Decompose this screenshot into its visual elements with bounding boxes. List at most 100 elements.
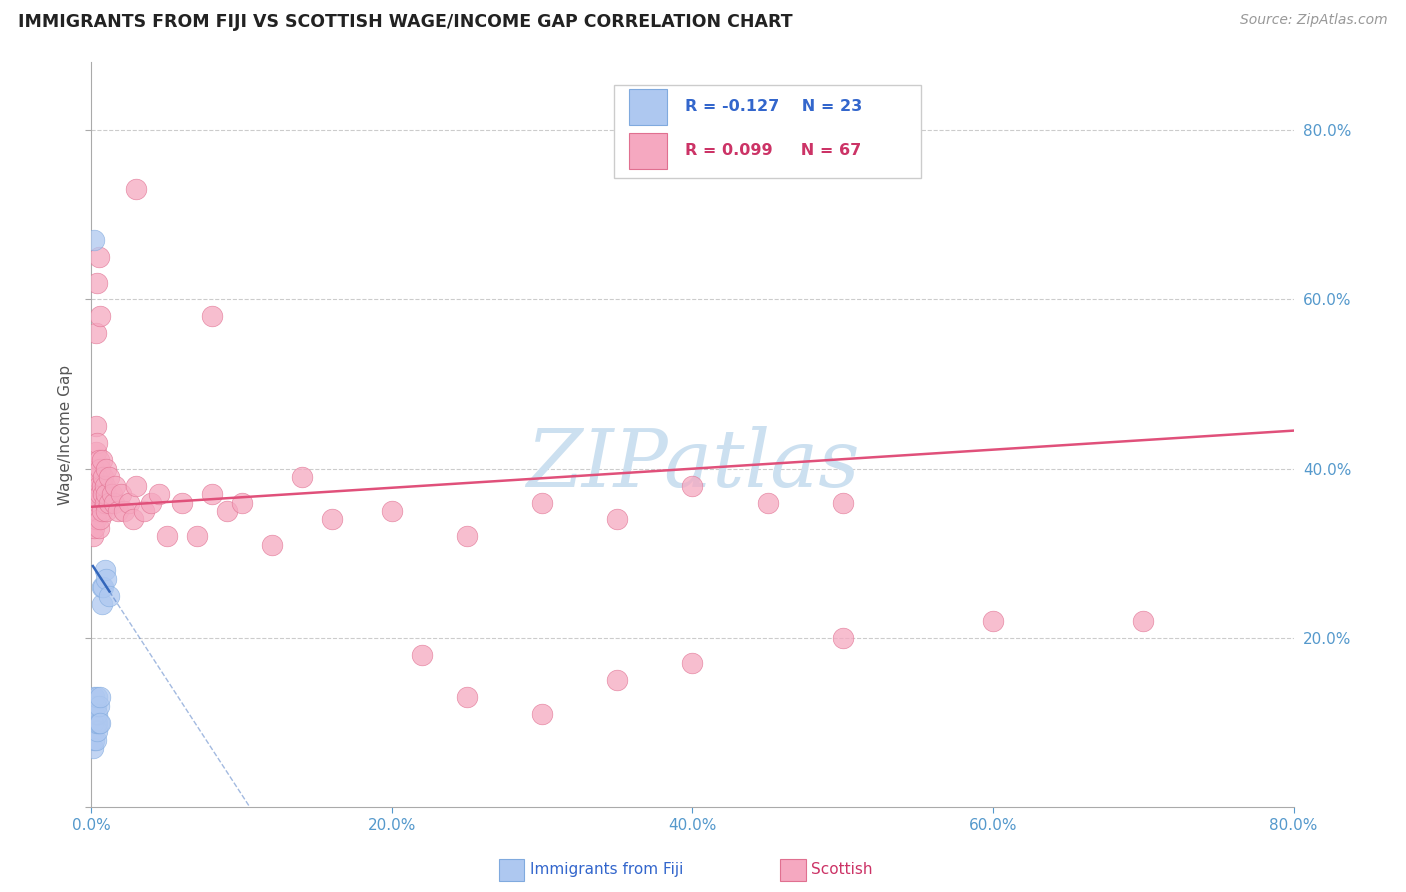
Point xyxy=(86,707,108,722)
Point xyxy=(84,698,107,713)
Point xyxy=(84,732,107,747)
Point xyxy=(148,487,170,501)
Text: R = -0.127    N = 23: R = -0.127 N = 23 xyxy=(685,99,862,114)
Point xyxy=(381,504,404,518)
Point xyxy=(83,461,105,475)
Point xyxy=(96,504,118,518)
Point xyxy=(87,478,110,492)
Text: Scottish: Scottish xyxy=(811,863,873,877)
Point xyxy=(125,182,148,196)
Point xyxy=(94,495,117,509)
Point xyxy=(89,715,111,730)
Point xyxy=(87,698,110,713)
Point xyxy=(201,310,224,324)
Point xyxy=(82,741,104,756)
Point xyxy=(89,487,111,501)
Point xyxy=(125,478,148,492)
Point xyxy=(681,657,703,671)
Point xyxy=(82,495,104,509)
Point xyxy=(96,461,118,475)
Point xyxy=(94,478,117,492)
Point xyxy=(122,512,145,526)
Point xyxy=(93,580,115,594)
Point xyxy=(321,512,343,526)
Point xyxy=(98,589,121,603)
Point xyxy=(83,487,105,501)
Point xyxy=(260,538,283,552)
Point xyxy=(531,495,554,509)
Point xyxy=(93,487,115,501)
Y-axis label: Wage/Income Gap: Wage/Income Gap xyxy=(58,365,73,505)
Point xyxy=(90,453,112,467)
Point xyxy=(215,504,238,518)
Point xyxy=(456,690,478,705)
Point xyxy=(155,529,177,543)
Point xyxy=(96,572,118,586)
Point xyxy=(83,707,105,722)
Point xyxy=(98,495,121,509)
Point xyxy=(83,690,105,705)
Point xyxy=(104,478,127,492)
Point xyxy=(86,276,108,290)
Point xyxy=(110,487,132,501)
Point xyxy=(84,444,107,458)
Point xyxy=(98,470,121,484)
Point xyxy=(96,487,118,501)
Point xyxy=(107,504,129,518)
Point xyxy=(89,310,111,324)
Point xyxy=(87,453,110,467)
Point xyxy=(90,478,112,492)
Point xyxy=(89,512,111,526)
Text: R = 0.099     N = 67: R = 0.099 N = 67 xyxy=(685,144,862,158)
Point xyxy=(82,529,104,543)
Point xyxy=(132,504,155,518)
Bar xyxy=(628,89,668,125)
Point xyxy=(87,250,110,264)
Point xyxy=(756,495,779,509)
Point xyxy=(101,487,124,501)
Point xyxy=(84,478,107,492)
Point xyxy=(531,707,554,722)
Point xyxy=(86,436,108,450)
Point xyxy=(87,521,110,535)
Point xyxy=(86,504,108,518)
Point xyxy=(831,495,853,509)
Point xyxy=(141,495,163,509)
Point xyxy=(291,470,314,484)
Point xyxy=(606,673,628,688)
Point xyxy=(90,580,112,594)
Point xyxy=(90,597,112,611)
Point xyxy=(87,495,110,509)
Point xyxy=(456,529,478,543)
Text: ZIPatlas: ZIPatlas xyxy=(526,425,859,503)
Point xyxy=(83,233,105,247)
Point xyxy=(86,690,108,705)
Point xyxy=(87,715,110,730)
Point xyxy=(831,631,853,645)
Point xyxy=(114,504,136,518)
Text: Source: ZipAtlas.com: Source: ZipAtlas.com xyxy=(1240,13,1388,28)
Point xyxy=(83,732,105,747)
FancyBboxPatch shape xyxy=(614,85,921,178)
Point xyxy=(86,470,108,484)
Point xyxy=(231,495,253,509)
Point xyxy=(606,512,628,526)
Text: IMMIGRANTS FROM FIJI VS SCOTTISH WAGE/INCOME GAP CORRELATION CHART: IMMIGRANTS FROM FIJI VS SCOTTISH WAGE/IN… xyxy=(18,13,793,31)
Point xyxy=(86,487,108,501)
Point xyxy=(89,690,111,705)
Point xyxy=(84,512,107,526)
Point xyxy=(186,529,208,543)
Point xyxy=(84,419,107,434)
Point xyxy=(86,724,108,739)
Point xyxy=(83,521,105,535)
Point xyxy=(170,495,193,509)
Point xyxy=(84,715,107,730)
Point xyxy=(84,326,107,341)
Text: Immigrants from Fiji: Immigrants from Fiji xyxy=(530,863,683,877)
Point xyxy=(1132,614,1154,628)
Point xyxy=(93,470,115,484)
Bar xyxy=(628,133,668,169)
Point xyxy=(89,461,111,475)
Point xyxy=(201,487,224,501)
Point xyxy=(90,504,112,518)
